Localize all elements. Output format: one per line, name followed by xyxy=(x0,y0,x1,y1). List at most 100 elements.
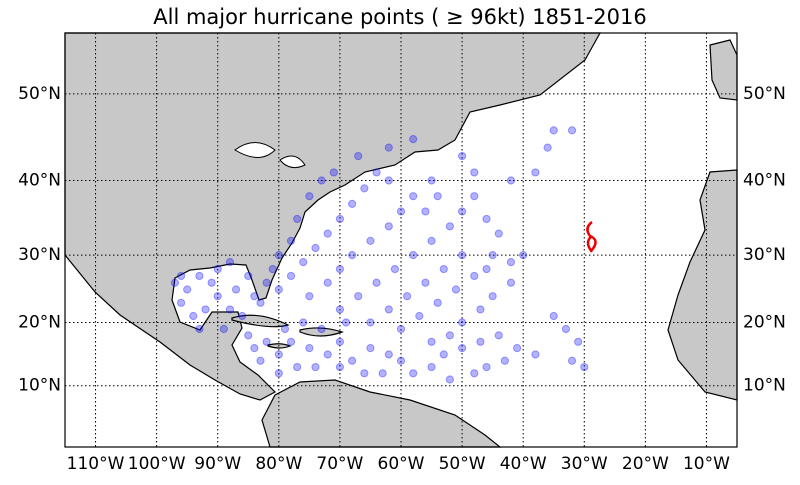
hurricane-point xyxy=(299,318,308,327)
hurricane-point xyxy=(390,264,399,274)
points xyxy=(170,126,589,384)
hurricane-point xyxy=(286,337,296,346)
hurricane-point xyxy=(366,318,375,327)
hurricane-point xyxy=(409,250,418,260)
hurricane-point xyxy=(323,350,332,359)
hurricane-point xyxy=(335,214,345,224)
hurricane-point xyxy=(329,168,338,177)
hurricane-point xyxy=(311,243,320,253)
hurricane-point xyxy=(219,324,228,334)
hurricane-point xyxy=(348,199,357,208)
hurricane-point xyxy=(457,344,467,353)
hurricane-point xyxy=(567,126,577,135)
hurricane-point xyxy=(396,324,406,334)
hurricane-point xyxy=(293,362,302,372)
hurricane-point xyxy=(195,324,204,334)
x-tick-label: 60°W xyxy=(378,454,425,474)
hurricane-point xyxy=(256,356,265,365)
x-tick-label: 40°W xyxy=(500,454,547,474)
hurricane-point xyxy=(335,305,345,314)
hurricane-point xyxy=(366,236,375,245)
x-tick-label: 110°W xyxy=(67,454,125,474)
hurricane-point xyxy=(250,344,259,353)
hurricane-point xyxy=(360,369,369,378)
hurricane-point xyxy=(341,318,351,327)
hurricane-point xyxy=(225,305,235,314)
hurricane-point xyxy=(317,176,326,185)
hurricane-point xyxy=(262,278,271,287)
hurricane-point xyxy=(500,356,509,365)
y-tick-label: 50°N xyxy=(18,84,61,104)
hurricane-point xyxy=(317,324,326,334)
hurricane-point xyxy=(457,207,467,216)
hurricane-point xyxy=(445,375,454,384)
hurricane-point xyxy=(421,207,430,216)
tick-labels: 110°W 100°W 90°W 80°W 70°W 60°W 50°W 40°W 30°W 20… xyxy=(18,84,786,474)
hurricane-point xyxy=(183,285,192,294)
hurricane-point xyxy=(293,214,302,224)
hurricane-point xyxy=(433,298,442,307)
hurricane-point xyxy=(262,337,271,346)
x-tick-label: 20°W xyxy=(622,454,669,474)
hurricane-point xyxy=(457,318,467,327)
hurricane-point xyxy=(580,362,589,372)
hurricane-point xyxy=(207,278,216,287)
hurricane-point xyxy=(445,331,454,340)
hurricane-point xyxy=(451,285,461,294)
hurricane-point xyxy=(244,271,253,281)
y-tick-label: 20°N xyxy=(18,312,61,332)
hurricane-point xyxy=(403,292,412,301)
hurricane-point xyxy=(299,258,308,267)
hurricane-point xyxy=(384,350,393,359)
hurricane-point xyxy=(354,151,363,161)
graticule xyxy=(65,33,737,447)
hurricane-point xyxy=(311,362,320,372)
hurricane-point xyxy=(561,324,571,334)
hurricane-point xyxy=(549,126,558,135)
y-tick-label-right: 20°N xyxy=(743,312,786,332)
hurricane-point xyxy=(470,271,479,281)
hurricane-point xyxy=(470,192,479,201)
hurricane-point xyxy=(384,305,393,314)
hurricane-point xyxy=(506,258,516,267)
hurricane-point xyxy=(305,292,314,301)
hurricane-point xyxy=(482,214,491,224)
hurricane-point xyxy=(567,356,577,365)
hurricane-point xyxy=(225,258,235,267)
hurricane-point xyxy=(231,285,241,294)
hurricane-point xyxy=(574,337,583,346)
y-tick-label-right: 30°N xyxy=(743,245,786,265)
hurricane-point xyxy=(286,271,296,281)
hurricane-point xyxy=(195,271,204,281)
hurricane-point xyxy=(427,176,436,185)
hurricane-point xyxy=(384,176,393,185)
hurricane-point xyxy=(274,369,283,378)
hurricane-point xyxy=(470,168,479,177)
y-tick-label: 30°N xyxy=(18,245,61,265)
hurricane-point xyxy=(176,271,186,281)
x-tick-label: 30°W xyxy=(561,454,608,474)
land xyxy=(64,32,738,448)
hurricane-point xyxy=(409,192,418,201)
hurricane-point xyxy=(470,369,479,378)
hurricane-point xyxy=(201,305,210,314)
hurricane-point xyxy=(244,331,253,340)
hurricane-point xyxy=(512,344,522,353)
hurricane-point xyxy=(213,264,222,274)
hurricane-point xyxy=(427,362,436,372)
hurricane-point xyxy=(213,292,222,301)
hurricane-point xyxy=(506,278,516,287)
hurricane-point xyxy=(372,278,381,287)
hurricane-point xyxy=(457,151,467,161)
x-tick-label: 90°W xyxy=(194,454,241,474)
hurricane-point xyxy=(170,278,180,287)
hurricane-point xyxy=(384,222,393,231)
hurricane-point xyxy=(250,292,259,301)
hurricane-point xyxy=(323,229,332,238)
hurricane-point xyxy=(494,229,503,238)
hurricane-point xyxy=(543,143,552,152)
hurricane-point xyxy=(488,250,497,260)
hurricane-point xyxy=(427,337,436,346)
y-tick-label-right: 10°N xyxy=(743,376,786,396)
